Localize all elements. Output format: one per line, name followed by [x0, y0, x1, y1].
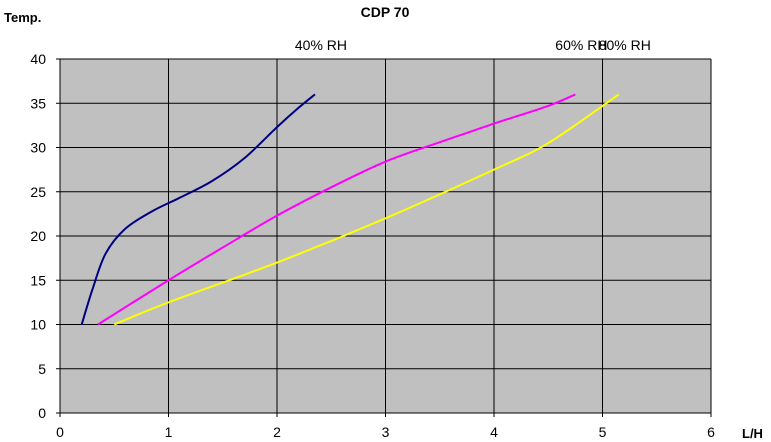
x-tick-label: 3 — [382, 424, 390, 440]
y-tick-label: 0 — [38, 405, 46, 421]
y-tick-label: 5 — [38, 361, 46, 377]
y-tick-label: 20 — [30, 228, 46, 244]
chart-title: CDP 70 — [361, 4, 410, 20]
y-tick-label: 25 — [30, 184, 46, 200]
x-tick-label: 0 — [56, 424, 64, 440]
y-tick-label: 15 — [30, 272, 46, 288]
series-lines — [80, 93, 620, 326]
series-line — [113, 93, 620, 326]
series-line — [80, 93, 316, 325]
x-tick-label: 1 — [165, 424, 173, 440]
x-tick-label: 4 — [490, 424, 498, 440]
series-label: 40% RH — [295, 37, 347, 53]
x-tick-label: 5 — [599, 424, 607, 440]
x-tick-labels: 0 1 2 3 4 5 6 — [56, 424, 715, 440]
series-line — [97, 93, 576, 326]
y-tick-labels: 0 5 10 15 20 25 30 35 40 — [30, 51, 46, 421]
axes — [56, 58, 712, 417]
y-tick-label: 40 — [30, 51, 46, 67]
x-tick-label: 6 — [707, 424, 715, 440]
y-tick-label: 30 — [30, 140, 46, 156]
x-tick-label: 2 — [273, 424, 281, 440]
y-tick-label: 35 — [30, 95, 46, 111]
series-label: 60% RH — [555, 37, 607, 53]
y-tick-label: 10 — [30, 317, 46, 333]
x-axis-title: L/H — [742, 426, 763, 441]
series-label: 80% RH — [599, 37, 651, 53]
y-axis-title: Temp. — [4, 10, 41, 25]
